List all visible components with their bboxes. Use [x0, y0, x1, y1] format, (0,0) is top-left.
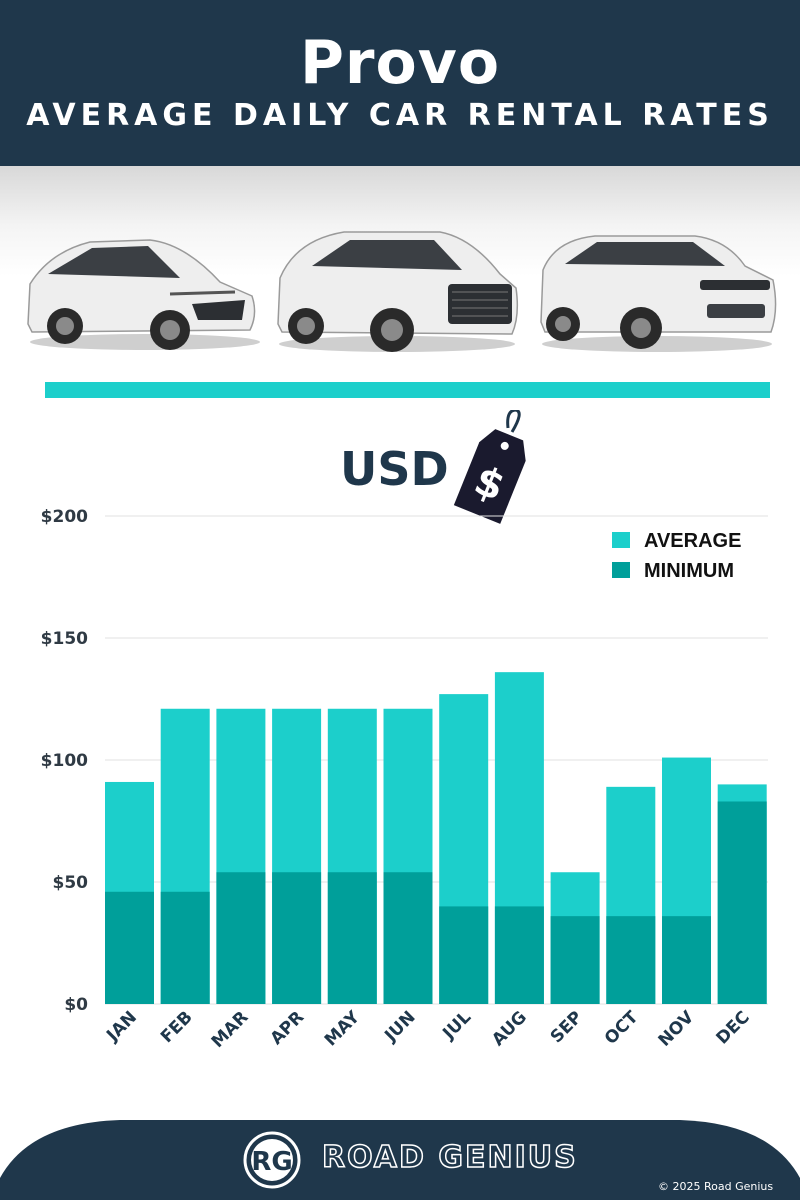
x-tick-label: JUN	[380, 1007, 419, 1046]
y-tick-label: $0	[64, 995, 88, 1015]
rental-rates-chart: $0 $50 $100 $150 $200 JAN FEB MAR APR MAY JUN JUL A…	[41, 507, 768, 1052]
x-tick-label: SEP	[547, 1007, 587, 1047]
section-divider	[45, 382, 770, 398]
minimum-bar-feb	[160, 891, 210, 1004]
legend-swatch-average	[612, 532, 630, 548]
y-tick-label: $200	[41, 507, 88, 527]
minimum-bar-may	[327, 872, 377, 1004]
minimum-bar-mar	[216, 872, 266, 1004]
minimum-bar-sep	[550, 916, 600, 1004]
x-tick-label: FEB	[157, 1007, 197, 1047]
minimum-bar-nov	[662, 916, 711, 1004]
price-tag-icon: $	[453, 410, 526, 524]
minimum-bar-jan	[105, 891, 154, 1004]
x-tick-label: MAR	[208, 1007, 253, 1052]
header-banner: Provo AVERAGE DAILY CAR RENTAL RATES	[0, 0, 800, 166]
footer-bar: RG	[0, 1120, 800, 1200]
x-tick-label: OCT	[601, 1007, 643, 1049]
currency-label: USD	[340, 442, 449, 496]
x-tick-label: NOV	[655, 1007, 699, 1051]
brand-name: ROAD GENIUS	[321, 1139, 578, 1176]
x-tick-label: JAN	[102, 1007, 141, 1046]
logo-text: RG	[251, 1147, 292, 1177]
y-tick-label: $150	[41, 629, 88, 649]
copyright-text: © 2025 Road Genius	[658, 1180, 774, 1193]
x-tick-label: JUL	[438, 1007, 475, 1044]
minimum-bar-apr	[272, 872, 322, 1004]
city-title: Provo	[299, 28, 501, 98]
page-subtitle: AVERAGE DAILY CAR RENTAL RATES	[26, 98, 774, 133]
x-tick-label: AUG	[488, 1007, 531, 1050]
x-tick-label: DEC	[713, 1007, 754, 1048]
minimum-bar-aug	[494, 906, 544, 1004]
x-tick-label: MAY	[321, 1007, 364, 1050]
car-images	[0, 166, 800, 366]
minimum-bar-oct	[606, 916, 656, 1004]
minimum-bar-dec	[717, 801, 767, 1004]
suv-car-image	[277, 231, 519, 352]
legend-swatch-minimum	[612, 562, 630, 578]
x-tick-label: APR	[267, 1007, 309, 1049]
y-tick-label: $50	[53, 873, 89, 893]
legend-label-minimum: MINIMUM	[644, 560, 734, 582]
legend-label-average: AVERAGE	[644, 530, 741, 552]
minimum-bar-jul	[439, 906, 489, 1004]
hatchback-car-image	[27, 239, 260, 350]
y-tick-label: $100	[41, 751, 88, 771]
minimum-bar-jun	[383, 872, 433, 1004]
luxury-suv-car-image	[540, 235, 777, 352]
